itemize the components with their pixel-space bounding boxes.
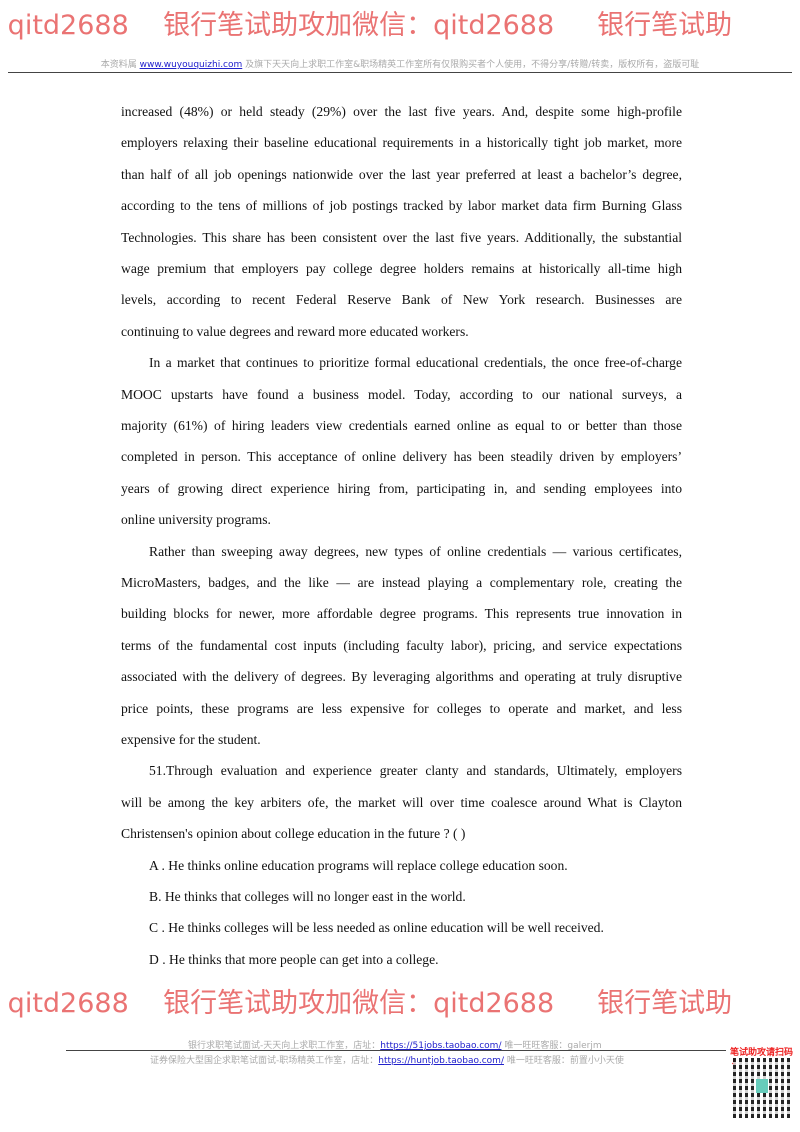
text-line: completed in person. This acceptance of … [121,449,682,465]
text-line: D . He thinks that more people can get i… [149,951,439,967]
footer-text: 唯一旺旺客服：galerjm [504,1041,602,1051]
text-line: Christensen's opinion about college educ… [121,826,466,842]
text-line: C . He thinks colleges will be less need… [149,920,604,936]
header-link[interactable]: www.wuyouquizhi.com [139,60,243,70]
text-line: associated with the delivery of degrees.… [121,669,682,685]
text-line: terms of the fundamental cost inputs (in… [121,637,682,653]
text-line: Technologies. This share has been consis… [121,229,682,245]
text-line: B. He thinks that colleges will no longe… [149,889,466,904]
text-line: 51.Through evaluation and experience gre… [149,763,682,779]
qr-center-logo [756,1079,768,1093]
text-line: MOOC upstarts have found a business mode… [121,386,682,402]
text-line: employers relaxing their baseline educat… [121,135,682,151]
page-header: 本资料属 www.wuyouquizhi.com 及旗下天天向上求职工作室&职场… [0,57,800,70]
text-line: levels, according to recent Federal Rese… [121,292,682,308]
text-line: price points, these programs are less ex… [121,700,682,716]
header-suffix: 及旗下天天向上求职工作室&职场精英工作室所有仅限购买者个人使用，不得分享/转赠/… [245,60,700,70]
text-line: A . He thinks online education programs … [149,857,568,873]
header-prefix: 本资料属 [100,60,137,70]
text-line: increased (48%) or held steady (29%) ove… [121,104,682,119]
footer-link-huntjob[interactable]: https://huntjob.taobao.com/ [378,1056,504,1066]
text-line: wage premium that employers pay college … [121,261,682,276]
text-line: will be among the key arbiters ofe, the … [121,794,682,810]
text-line: according to the tens of millions of job… [121,198,682,214]
footer-text: 唯一旺旺客服：前置小小天使 [506,1056,624,1066]
text-line: than half of all job openings nationwide… [121,166,682,182]
footer-link-51jobs[interactable]: https://51jobs.taobao.com/ [380,1041,502,1051]
text-line: MicroMasters, badges, and the like — are… [121,575,682,590]
footer-text: 证券保险大型国企求职笔试面试-职场精英工作室，店址： [150,1056,379,1066]
footer-line-2: 证券保险大型国企求职笔试面试-职场精英工作室，店址：https://huntjo… [150,1053,624,1066]
text-line: years of growing direct experience hirin… [121,480,682,496]
footer-text: 银行求职笔试面试-天天向上求职工作室，店址： [188,1041,381,1051]
footer-rule [66,1050,726,1051]
text-line: In a market that continues to prioritize… [149,355,682,371]
watermark: : qitd2688 银行笔试助攻加微信：qitd2688 银行笔试助 [0,10,733,41]
text-line: majority (61%) of hiring leaders view cr… [121,418,682,433]
text-line: continuing to value degrees and reward m… [121,323,469,339]
footer-line-1: 银行求职笔试面试-天天向上求职工作室，店址：https://51jobs.tao… [188,1038,602,1051]
text-line: Rather than sweeping away degrees, new t… [149,543,682,559]
text-line: online university programs. [121,512,271,528]
header-rule [8,72,792,73]
qr-code [733,1058,793,1118]
text-line: building blocks for newer, more affordab… [121,606,682,622]
watermark: : qitd2688 银行笔试助攻加微信：qitd2688 银行笔试助 [0,988,733,1019]
text-line: expensive for the student. [121,732,261,747]
